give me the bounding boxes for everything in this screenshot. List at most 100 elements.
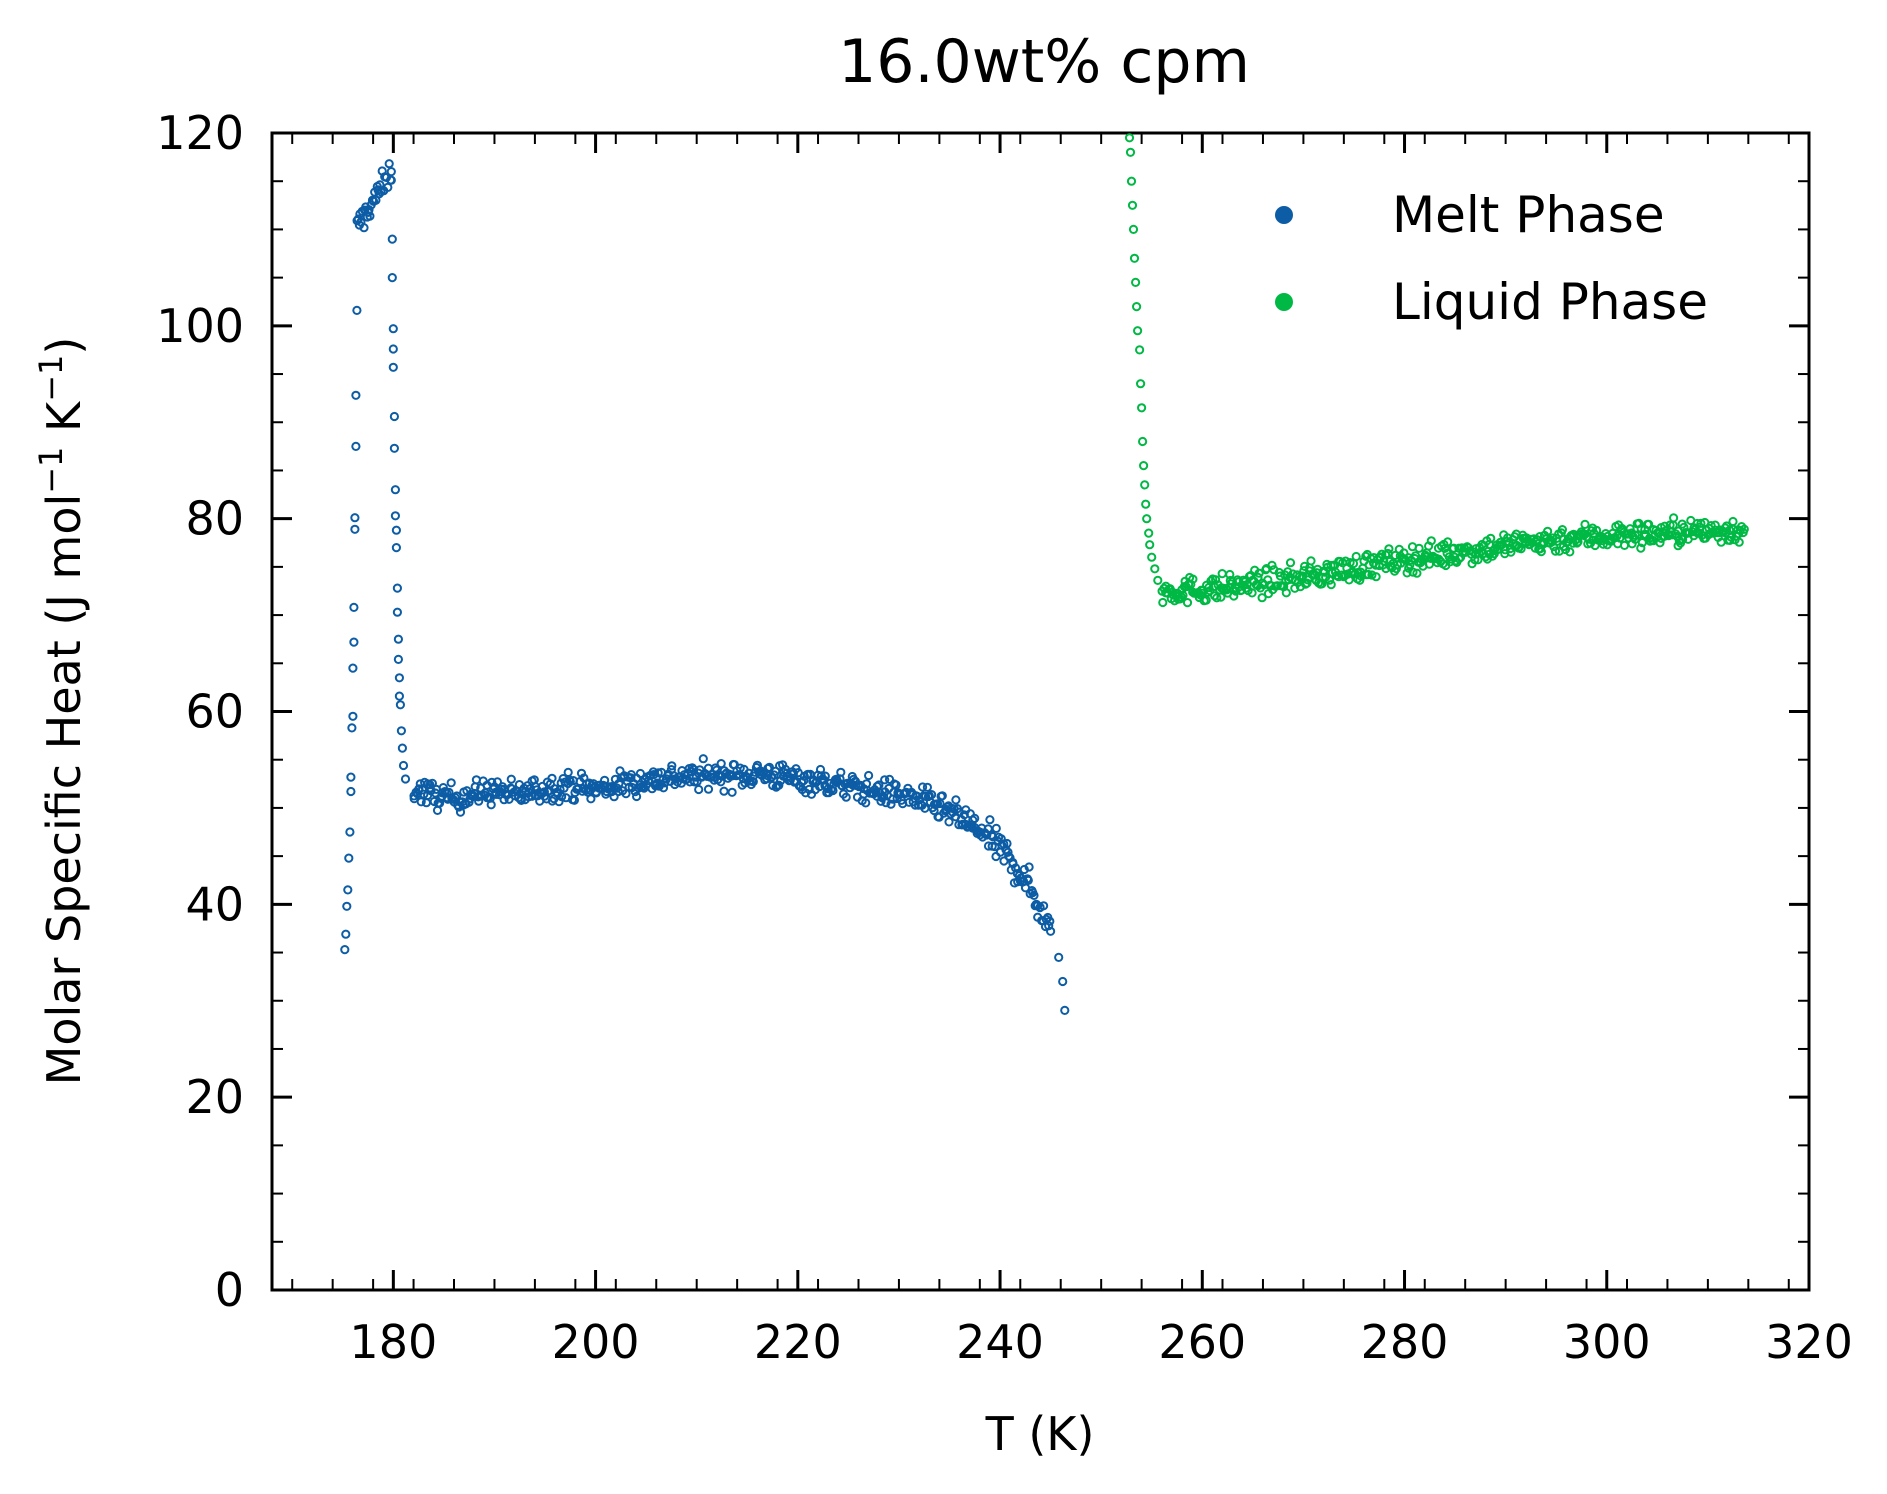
y-tick-label: 0 bbox=[215, 1263, 244, 1317]
melt-phase-point bbox=[340, 945, 350, 955]
liquid-phase-point bbox=[1125, 147, 1136, 157]
melt-phase-point bbox=[432, 805, 443, 816]
liquid-phase-point bbox=[1591, 525, 1602, 535]
melt-phase-point bbox=[391, 525, 401, 535]
liquid-phase-point bbox=[1129, 253, 1140, 263]
melt-phase-point bbox=[836, 767, 846, 777]
melt-phase-point bbox=[388, 344, 398, 354]
liquid-phase-point bbox=[1141, 499, 1151, 509]
melt-phase-point bbox=[342, 901, 352, 911]
liquid-phase-point bbox=[1557, 525, 1568, 535]
liquid-phase-point bbox=[1728, 516, 1738, 527]
melt-phase-point bbox=[388, 362, 398, 372]
liquid-phase-point bbox=[1188, 574, 1198, 584]
melt-phase-point bbox=[985, 815, 995, 825]
liquid-phase-point bbox=[1257, 593, 1267, 603]
melt-phase-point bbox=[922, 782, 933, 792]
melt-phase-point bbox=[387, 273, 397, 283]
melt-phase-point bbox=[727, 787, 737, 797]
liquid-phase-point bbox=[1367, 570, 1377, 580]
y-axis-title-close: ) bbox=[37, 337, 91, 355]
liquid-phase-point bbox=[1144, 528, 1154, 538]
x-tick-label: 260 bbox=[1158, 1315, 1246, 1369]
melt-phase-point bbox=[991, 823, 1001, 834]
liquid-phase-point bbox=[1281, 588, 1291, 598]
liquid-phase-point bbox=[1371, 572, 1381, 582]
liquid-phase-point bbox=[1178, 590, 1188, 601]
y-tick-label: 60 bbox=[185, 685, 244, 739]
liquid-phase-point bbox=[1182, 598, 1193, 608]
melt-phase-point bbox=[586, 794, 596, 804]
liquid-phase-point bbox=[1303, 575, 1313, 585]
melt-phase-point bbox=[944, 817, 954, 827]
melt-phase-point bbox=[359, 223, 369, 233]
melt-phase-point bbox=[600, 775, 610, 785]
melt-phase-point bbox=[348, 711, 358, 721]
liquid-phase-point bbox=[1412, 568, 1422, 578]
melt-phase-point bbox=[563, 767, 573, 778]
liquid-phase-point bbox=[1136, 379, 1146, 389]
melt-phase-point bbox=[346, 772, 356, 782]
liquid-phase-point bbox=[1443, 537, 1453, 547]
liquid-phase-point bbox=[1137, 403, 1147, 413]
x-tick-label: 300 bbox=[1563, 1315, 1651, 1369]
melt-phase-point bbox=[861, 798, 871, 808]
melt-phase-point bbox=[516, 795, 526, 806]
melt-phase-point bbox=[1054, 952, 1064, 963]
x-axis-title: T (K) bbox=[985, 1407, 1095, 1461]
melt-phase-point bbox=[703, 784, 714, 794]
melt-phase-point bbox=[748, 777, 758, 787]
melt-phase-point bbox=[393, 654, 403, 665]
liquid-phase-point bbox=[1158, 597, 1168, 608]
melt-phase-point bbox=[1023, 875, 1033, 886]
liquid-phase-point bbox=[1636, 543, 1646, 553]
liquid-phase-point bbox=[1669, 513, 1679, 523]
x-tick-label: 320 bbox=[1765, 1315, 1853, 1369]
liquid-phase-point bbox=[1644, 519, 1654, 529]
melt-phase-point bbox=[804, 784, 814, 795]
melt-phase-point bbox=[392, 607, 402, 617]
melt-phase-point bbox=[486, 800, 496, 810]
liquid-phase-point bbox=[1550, 546, 1561, 556]
liquid-phase-point bbox=[1285, 558, 1296, 568]
melt-phase-point bbox=[918, 782, 928, 792]
x-tick-label: 280 bbox=[1361, 1315, 1449, 1369]
liquid-phase-point bbox=[1147, 552, 1157, 562]
melt-phase-point bbox=[392, 583, 402, 593]
melt-phase-point bbox=[764, 762, 775, 772]
plot-area: 180 200 220 240 260 280 300 320 0 20 40 60 80 100 120 bbox=[156, 106, 1853, 1369]
liquid-phase-point bbox=[1565, 547, 1575, 557]
melt-phase-point bbox=[716, 777, 726, 787]
y-axis-title-sup2: −1 bbox=[32, 355, 70, 402]
liquid-phase-point bbox=[1454, 554, 1464, 564]
liquid-phase-point bbox=[1456, 552, 1466, 562]
liquid-phase-point bbox=[1150, 564, 1160, 574]
liquid-phase-point bbox=[1139, 461, 1149, 471]
liquid-phase-point bbox=[1126, 176, 1137, 186]
y-tick-label: 100 bbox=[156, 299, 244, 353]
liquid-phase-point bbox=[1133, 326, 1143, 336]
melt-phase-point bbox=[871, 787, 881, 797]
liquid-phase-point bbox=[1131, 277, 1141, 287]
liquid-phase-point bbox=[1142, 514, 1152, 524]
melt-phase-point bbox=[492, 777, 502, 787]
melt-phase-point bbox=[390, 485, 400, 495]
melt-phase-point bbox=[1058, 976, 1068, 987]
y-tick-label: 20 bbox=[185, 1070, 244, 1124]
melt-phase-point bbox=[864, 770, 874, 781]
liquid-phase-point bbox=[1405, 560, 1415, 570]
liquid-phase-point bbox=[1124, 133, 1135, 143]
liquid-phase-point bbox=[1598, 539, 1608, 549]
y-axis-title-unit: K bbox=[37, 400, 91, 447]
legend-marker-melt bbox=[1275, 206, 1293, 224]
melt-phase-point bbox=[1060, 1005, 1070, 1015]
melt-phase-point bbox=[352, 305, 362, 315]
melt-phase-point bbox=[395, 700, 405, 710]
melt-phase-point bbox=[347, 723, 357, 733]
melt-phase-point bbox=[341, 929, 351, 939]
liquid-phase-point bbox=[1325, 575, 1335, 585]
melt-phase-point bbox=[384, 159, 394, 169]
melt-phase-point bbox=[389, 411, 399, 422]
y-tick-label: 40 bbox=[185, 877, 244, 931]
liquid-phase-point bbox=[1390, 550, 1400, 561]
